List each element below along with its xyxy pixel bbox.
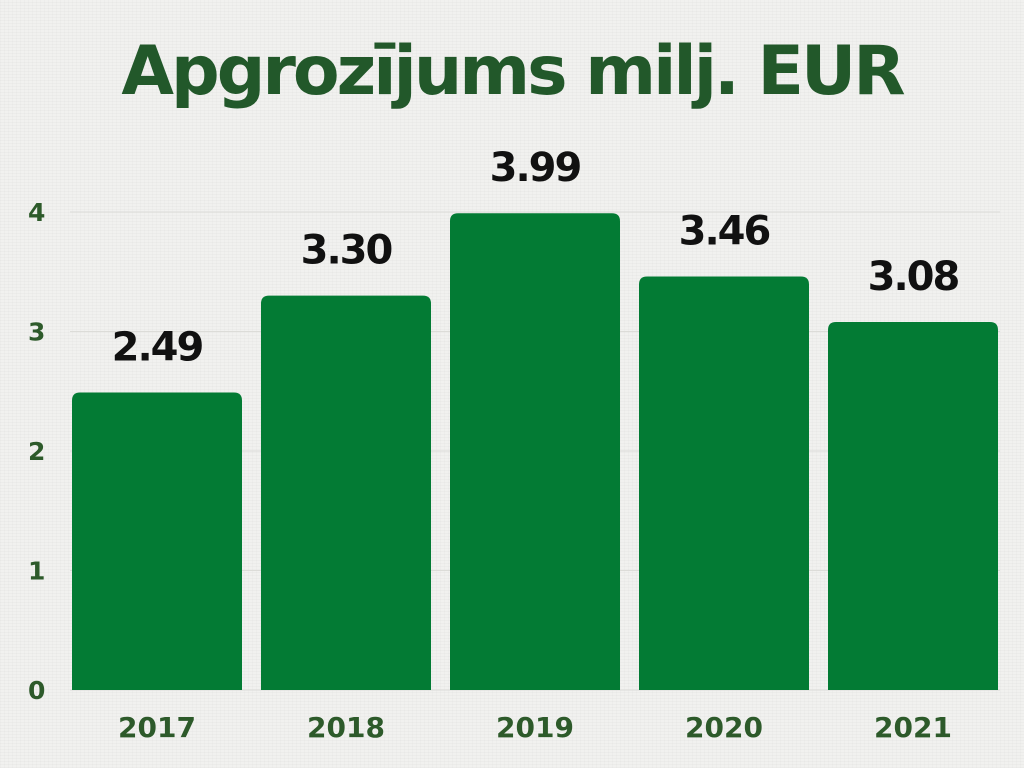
x-category-label-2017: 2017 [118,711,196,744]
x-category-label-2020: 2020 [685,711,763,744]
x-category-label-2018: 2018 [307,711,385,744]
data-label-2017: 2.49 [112,324,203,370]
y-tick-label: 3 [28,318,45,347]
data-label-2021: 3.08 [868,254,959,300]
y-tick-label: 1 [28,557,45,586]
y-tick-label: 0 [28,676,45,705]
bar-2017 [72,392,242,690]
data-label-2018: 3.30 [301,228,392,274]
data-label-2019: 3.99 [490,145,581,191]
x-category-label-2019: 2019 [496,711,574,744]
x-category-label-2021: 2021 [874,711,952,744]
chart-title: Apgrozījums milj. EUR [121,32,905,111]
bar-2021 [828,321,998,690]
data-label-2020: 3.46 [679,209,770,255]
bar-2020 [639,276,809,690]
x-axis-categories: 2017 2018 2019 2020 2021 [118,711,952,744]
y-tick-label: 4 [28,198,45,227]
bars [72,213,998,690]
y-tick-label: 2 [28,437,45,466]
bar-2018 [261,295,431,690]
y-axis-ticks: 0 1 2 3 4 [28,198,45,705]
bar-2019 [450,213,620,690]
data-labels: 2.49 3.30 3.99 3.46 3.08 [112,145,961,370]
